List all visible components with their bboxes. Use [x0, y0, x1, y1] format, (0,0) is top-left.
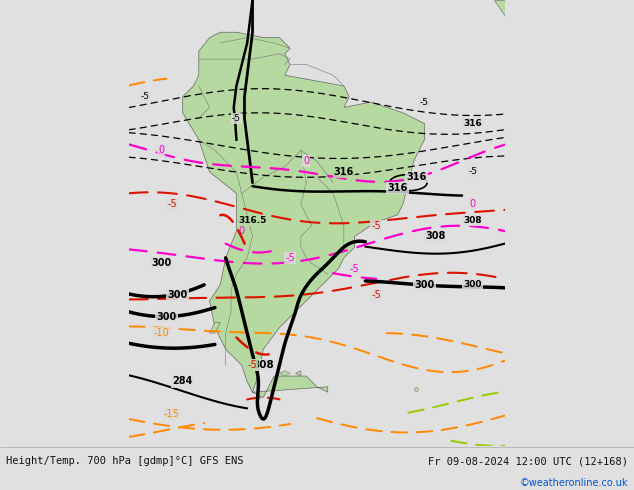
- Polygon shape: [295, 371, 301, 376]
- Text: 0: 0: [470, 199, 476, 209]
- Text: -5: -5: [350, 264, 359, 273]
- Text: Height/Temp. 700 hPa [gdmp]°C] GFS ENS: Height/Temp. 700 hPa [gdmp]°C] GFS ENS: [6, 456, 244, 466]
- Text: 308: 308: [252, 360, 274, 370]
- Text: -10: -10: [153, 328, 169, 338]
- Text: Fr 09-08-2024 12:00 UTC (12+168): Fr 09-08-2024 12:00 UTC (12+168): [428, 456, 628, 466]
- Text: 300: 300: [415, 280, 434, 290]
- Text: ©weatheronline.co.uk: ©weatheronline.co.uk: [519, 478, 628, 489]
- Text: 300: 300: [157, 312, 177, 322]
- Text: -5: -5: [372, 220, 381, 231]
- Text: -5: -5: [285, 253, 295, 263]
- Polygon shape: [183, 32, 424, 397]
- Polygon shape: [210, 322, 220, 333]
- Text: 316: 316: [463, 119, 482, 128]
- Text: -5: -5: [469, 168, 477, 176]
- Text: 284: 284: [172, 376, 193, 387]
- Text: 300: 300: [167, 291, 188, 300]
- Text: 316: 316: [406, 172, 427, 182]
- Text: 300: 300: [463, 280, 482, 289]
- Text: 0: 0: [239, 226, 245, 236]
- Text: 300: 300: [151, 258, 171, 268]
- Text: 308: 308: [425, 231, 445, 242]
- Polygon shape: [280, 371, 290, 376]
- Text: -15: -15: [164, 409, 180, 418]
- Text: 0: 0: [303, 156, 309, 166]
- Text: -5: -5: [141, 92, 150, 101]
- Polygon shape: [495, 0, 505, 16]
- Text: 316: 316: [387, 183, 408, 193]
- Text: -5: -5: [420, 98, 429, 106]
- Text: -5: -5: [248, 360, 257, 370]
- Point: [411, 386, 422, 393]
- Text: -5: -5: [232, 114, 241, 122]
- Text: -5: -5: [372, 291, 381, 300]
- Text: -5: -5: [167, 199, 177, 209]
- Text: 308: 308: [463, 216, 482, 225]
- Text: 316: 316: [333, 167, 354, 177]
- Text: 0: 0: [158, 146, 164, 155]
- Text: 316.5: 316.5: [238, 216, 267, 225]
